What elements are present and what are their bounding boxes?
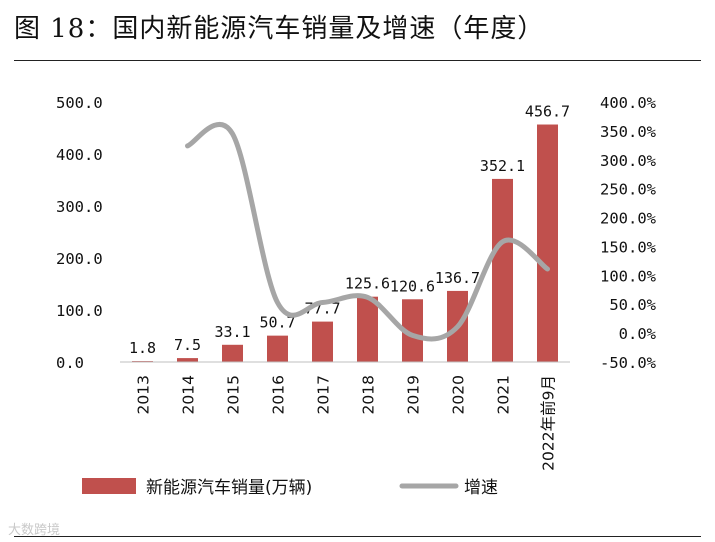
line-series (185, 122, 550, 342)
right-tick-label: 350.0% (600, 123, 657, 141)
title-divider (14, 60, 701, 61)
watermark: 大数跨境 (8, 523, 61, 538)
x-tick-label: 2017 (315, 375, 333, 414)
left-tick-label: 100.0 (56, 302, 103, 320)
right-tick-label: 300.0% (600, 152, 657, 170)
bar (222, 344, 243, 362)
bar-data-label: 136.7 (435, 269, 480, 287)
x-tick-label: 2013 (135, 375, 153, 414)
right-tick-label: 100.0% (600, 267, 657, 285)
bottom-divider (14, 536, 701, 537)
page-title: 图 18：国内新能源汽车销量及增速（年度） (14, 14, 545, 44)
left-tick-label: 400.0 (56, 146, 103, 164)
x-tick-label: 2016 (270, 375, 288, 414)
legend-line-label: 增速 (464, 478, 498, 498)
x-tick-label: 2019 (405, 375, 423, 414)
bar-data-label: 1.8 (129, 339, 156, 357)
right-tick-label: -50.0% (600, 354, 657, 372)
bar (492, 178, 513, 362)
legend: 新能源汽车销量(万辆) 增速 (82, 478, 498, 498)
bar (267, 335, 288, 362)
bar (177, 358, 198, 362)
legend-bar-swatch (82, 478, 136, 494)
bar-data-label: 125.6 (345, 275, 390, 293)
bar (537, 124, 558, 363)
growth-line (185, 122, 550, 342)
left-tick-label: 500.0 (56, 94, 103, 112)
bar (357, 296, 378, 362)
bar-data-label: 352.1 (480, 157, 525, 175)
bar-data-label: 33.1 (214, 323, 250, 341)
x-tick-label: 2015 (225, 375, 243, 414)
x-tick-label: 2021 (495, 375, 513, 414)
right-tick-label: 0.0% (619, 325, 657, 343)
right-tick-label: 50.0% (609, 296, 656, 314)
right-tick-label: 250.0% (600, 181, 657, 199)
right-tick-label: 150.0% (600, 238, 657, 256)
right-tick-label: 400.0% (600, 94, 657, 112)
right-axis: -50.0% 0.0% 50.0% 100.0% 150.0% 200.0% 250.0% 3… (600, 94, 657, 372)
bar-data-label: 456.7 (525, 103, 570, 121)
bar (312, 321, 333, 362)
legend-bar-label: 新能源汽车销量(万辆) (146, 478, 312, 498)
right-tick-label: 200.0% (600, 210, 657, 228)
left-tick-label: 300.0 (56, 198, 103, 216)
bar-data-label: 7.5 (174, 336, 201, 354)
x-tick-label: 2022年前9月 (540, 375, 558, 471)
bar-data-label: 50.7 (259, 314, 295, 332)
left-tick-label: 0.0 (56, 354, 84, 372)
x-axis-labels: 2013 2014 2015 2016 2017 2018 2019 2020 2021 2022… (135, 375, 558, 471)
x-tick-label: 2014 (180, 375, 198, 414)
x-tick-label: 2020 (450, 375, 468, 414)
bar-data-label: 120.6 (390, 277, 435, 295)
bar (402, 299, 423, 362)
left-axis: 0.0 100.0 200.0 300.0 400.0 500.0 (56, 94, 103, 372)
x-tick-label: 2018 (360, 375, 378, 414)
left-tick-label: 200.0 (56, 250, 103, 268)
